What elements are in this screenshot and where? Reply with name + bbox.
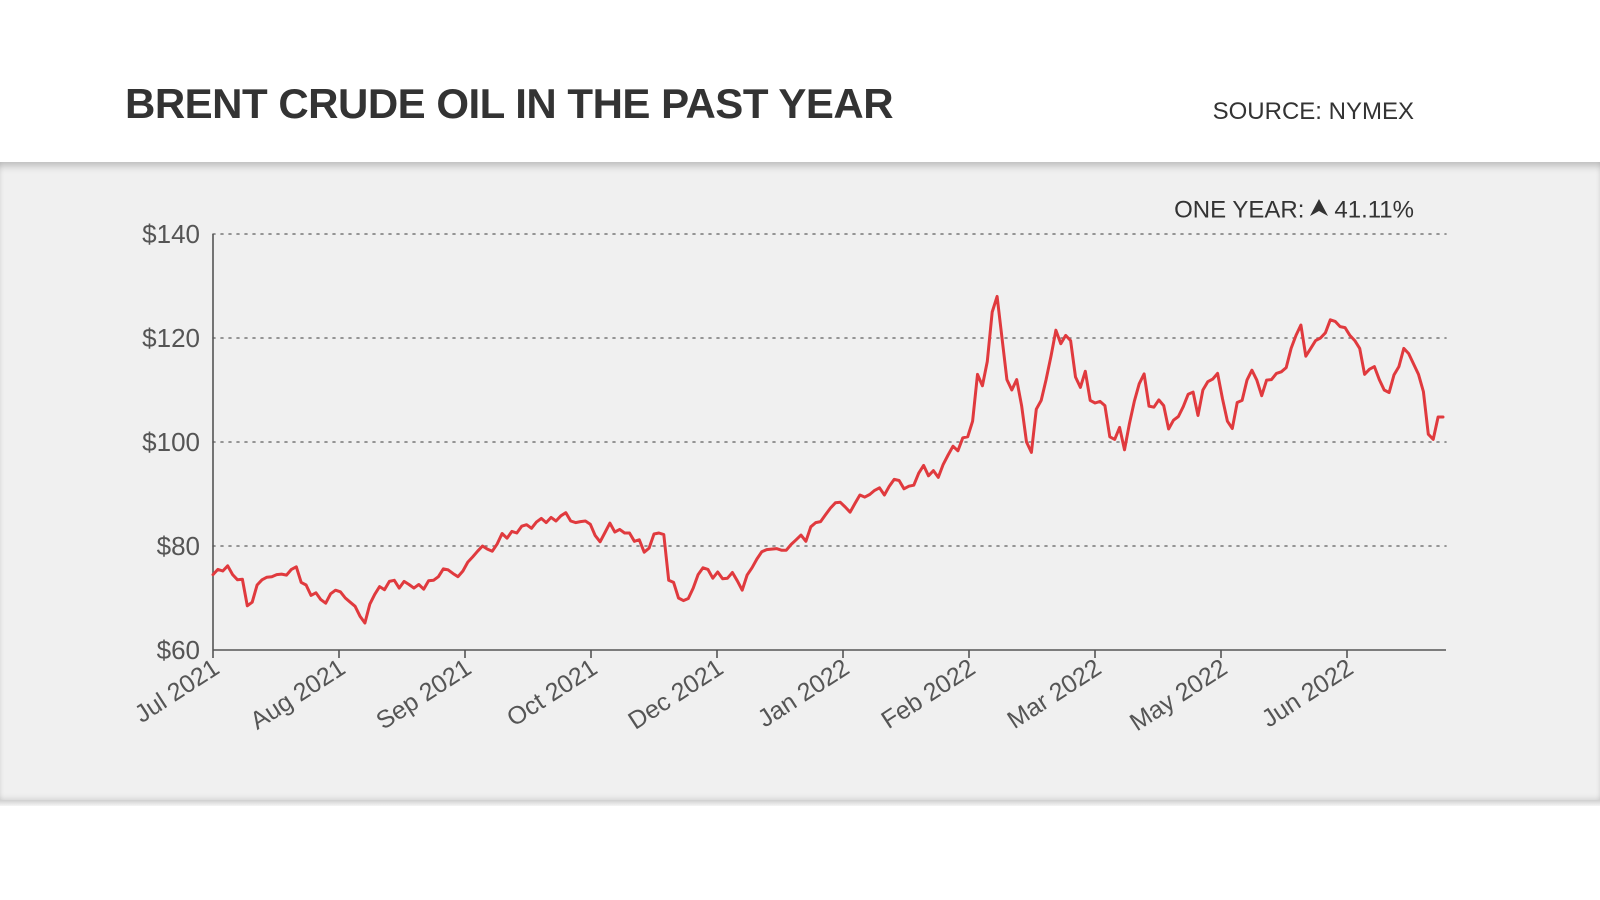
header: BRENT CRUDE OIL IN THE PAST YEAR SOURCE:… [0, 0, 1600, 162]
y-tick-label: $100 [142, 427, 200, 457]
y-tick-label: $120 [142, 323, 200, 353]
series-layer [211, 294, 1445, 625]
y-tick-label: $80 [157, 531, 200, 561]
y-tick-label: $140 [142, 219, 200, 249]
panel-bottom-edge [0, 800, 1600, 806]
chart-title: BRENT CRUDE OIL IN THE PAST YEAR [125, 80, 894, 127]
up-arrow-icon [1310, 199, 1329, 216]
x-tick-label: Dec 2021 [623, 654, 728, 736]
source-label: SOURCE: NYMEX [1212, 98, 1414, 125]
x-tick-label: Oct 2021 [502, 654, 602, 733]
one-year-change: ONE YEAR: 41.11% [1174, 196, 1414, 225]
x-tick-label: Jan 2022 [753, 654, 855, 734]
x-tick-label: Aug 2021 [245, 654, 350, 736]
x-tick-label: May 2022 [1125, 654, 1232, 737]
x-tick-label: Jun 2022 [1257, 654, 1359, 734]
y-tick-label: $60 [157, 635, 200, 665]
x-tick-label: Feb 2022 [876, 654, 980, 735]
one-year-value: 41.11% [1334, 196, 1414, 224]
x-tick-label: Mar 2022 [1002, 654, 1106, 735]
x-tick-label: Sep 2021 [371, 654, 476, 736]
chart-panel [0, 162, 1600, 805]
y-tick-labels: $60 $80 $100 $120 $140 [142, 219, 200, 665]
grid-lines [212, 233, 1447, 547]
one-year-label: ONE YEAR: [1174, 196, 1305, 224]
series-line [211, 294, 1445, 625]
x-tick-labels: Jul 2021 Aug 2021 Sep 2021 Oct 2021 Dec 2021… [130, 654, 1359, 737]
axes [212, 234, 1446, 658]
